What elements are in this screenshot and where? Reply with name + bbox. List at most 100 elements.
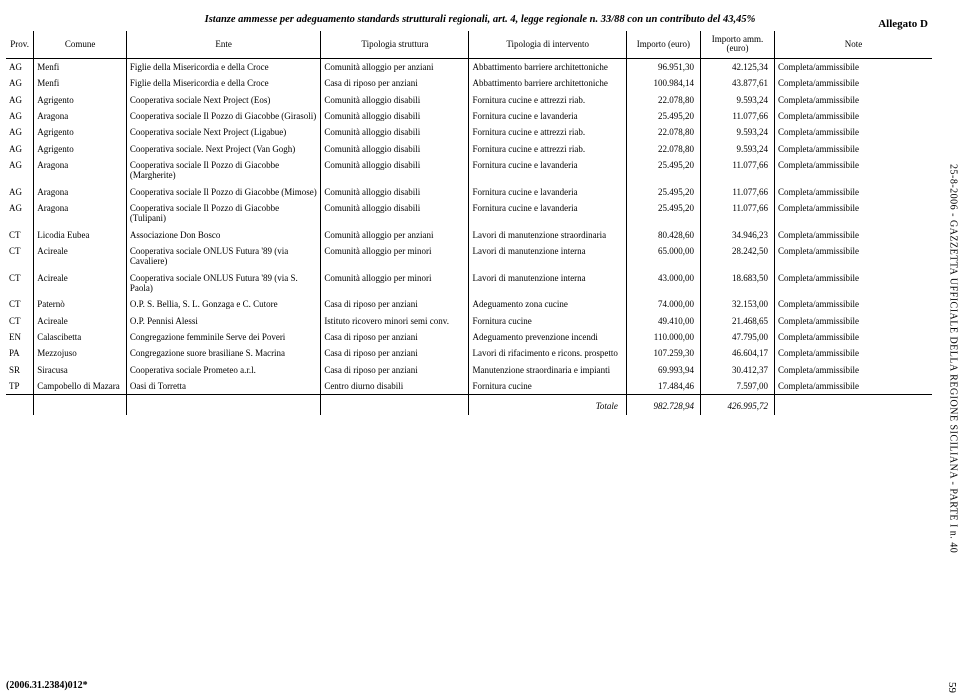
cell-prov: TP [6,378,34,395]
footer-code: (2006.31.2384)012* [6,680,88,691]
cell-imp2: 11.077,66 [700,200,774,227]
cell-imp1: 43.000,00 [626,270,700,297]
cell-strut: Comunità alloggio disabili [321,157,469,184]
cell-note: Completa/ammissibile [775,345,932,361]
cell-strut: Centro diurno disabili [321,378,469,395]
cell-note: Completa/ammissibile [775,124,932,140]
table-row: CTAcirealeCooperativa sociale ONLUS Futu… [6,243,932,270]
cell-note: Completa/ammissibile [775,200,932,227]
cell-ente: Cooperativa sociale Prometeo a.r.l. [126,362,320,378]
cell-imp2: 42.125,34 [700,58,774,75]
cell-ente: Cooperativa sociale ONLUS Futura '89 (vi… [126,243,320,270]
cell-note: Completa/ammissibile [775,184,932,200]
table-row: AGMenfiFiglie della Misericordia e della… [6,58,932,75]
cell-imp1: 22.078,80 [626,141,700,157]
cell-ente: O.P. Pennisi Alessi [126,313,320,329]
table-row: AGAragonaCooperativa sociale Il Pozzo di… [6,108,932,124]
table-row: AGAragonaCooperativa sociale Il Pozzo di… [6,200,932,227]
cell-prov: CT [6,270,34,297]
cell-prov: CT [6,227,34,243]
th-struttura: Tipologia struttura [321,31,469,58]
cell-imp1: 96.951,30 [626,58,700,75]
cell-imp2: 46.604,17 [700,345,774,361]
cell-comune: Agrigento [34,92,127,108]
th-prov: Prov. [6,31,34,58]
cell-prov: AG [6,108,34,124]
cell-strut: Casa di riposo per anziani [321,362,469,378]
cell-strut: Casa di riposo per anziani [321,296,469,312]
cell-imp1: 22.078,80 [626,124,700,140]
cell-imp1: 80.428,60 [626,227,700,243]
cell-prov: SR [6,362,34,378]
cell-interv: Manutenzione straordinaria e impianti [469,362,626,378]
cell-note: Completa/ammissibile [775,296,932,312]
cell-note: Completa/ammissibile [775,362,932,378]
cell-imp1: 22.078,80 [626,92,700,108]
cell-interv: Fornitura cucine e attrezzi riab. [469,92,626,108]
cell-strut: Comunità alloggio disabili [321,92,469,108]
cell-ente: Congregazione suore brasiliane S. Macrin… [126,345,320,361]
cell-interv: Fornitura cucine [469,378,626,395]
cell-comune: Siracusa [34,362,127,378]
cell-note: Completa/ammissibile [775,75,932,91]
cell-blank [126,395,320,415]
cell-imp2: 9.593,24 [700,92,774,108]
cell-strut: Comunità alloggio per minori [321,270,469,297]
cell-interv: Fornitura cucine e lavanderia [469,200,626,227]
table-row: AGAgrigentoCooperativa sociale Next Proj… [6,92,932,108]
cell-prov: CT [6,243,34,270]
cell-comune: Menfi [34,75,127,91]
th-ente: Ente [126,31,320,58]
cell-interv: Abbattimento barriere architettoniche [469,75,626,91]
table-row: AGAgrigentoCooperativa sociale Next Proj… [6,124,932,140]
cell-strut: Casa di riposo per anziani [321,75,469,91]
table-row: PAMezzojusoCongregazione suore brasilian… [6,345,932,361]
cell-comune: Paternò [34,296,127,312]
cell-interv: Abbattimento barriere architettoniche [469,58,626,75]
cell-interv: Fornitura cucine e lavanderia [469,108,626,124]
cell-ente: Cooperativa sociale. Next Project (Van G… [126,141,320,157]
cell-comune: Agrigento [34,124,127,140]
totale-label: Totale [469,395,626,415]
cell-comune: Aragona [34,184,127,200]
cell-comune: Calascibetta [34,329,127,345]
table-row: CTPaternòO.P. S. Bellia, S. L. Gonzaga e… [6,296,932,312]
cell-prov: AG [6,200,34,227]
th-intervento: Tipologia di intervento [469,31,626,58]
cell-imp1: 74.000,00 [626,296,700,312]
cell-prov: AG [6,141,34,157]
cell-comune: Menfi [34,58,127,75]
cell-imp1: 25.495,20 [626,108,700,124]
table-row: SRSiracusaCooperativa sociale Prometeo a… [6,362,932,378]
cell-strut: Comunità alloggio per minori [321,243,469,270]
cell-ente: Cooperativa sociale Il Pozzo di Giacobbe… [126,200,320,227]
side-gazette-text: 25-8-2006 - GAZZETTA UFFICIALE DELLA REG… [946,64,960,654]
cell-note: Completa/ammissibile [775,92,932,108]
table-row: CTAcirealeCooperativa sociale ONLUS Futu… [6,270,932,297]
cell-imp2: 30.412,37 [700,362,774,378]
cell-prov: AG [6,58,34,75]
cell-interv: Lavori di manutenzione interna [469,243,626,270]
cell-strut: Comunità alloggio disabili [321,200,469,227]
cell-comune: Aragona [34,157,127,184]
cell-imp2: 32.153,00 [700,296,774,312]
cell-imp2: 43.877,61 [700,75,774,91]
cell-note: Completa/ammissibile [775,108,932,124]
cell-blank [775,395,932,415]
cell-note: Completa/ammissibile [775,58,932,75]
th-importo-amm: Importo amm. (euro) [700,31,774,58]
cell-ente: Figlie della Misericordia e della Croce [126,75,320,91]
cell-ente: Cooperativa sociale Next Project (Eos) [126,92,320,108]
table-row: CTAcirealeO.P. Pennisi AlessiIstituto ri… [6,313,932,329]
cell-ente: Oasi di Torretta [126,378,320,395]
cell-prov: AG [6,124,34,140]
cell-interv: Fornitura cucine e attrezzi riab. [469,141,626,157]
allegato-label: Allegato D [878,18,928,30]
cell-interv: Fornitura cucine e attrezzi riab. [469,124,626,140]
cell-comune: Campobello di Mazara [34,378,127,395]
table-body: AGMenfiFiglie della Misericordia e della… [6,58,932,414]
cell-ente: Figlie della Misericordia e della Croce [126,58,320,75]
cell-comune: Agrigento [34,141,127,157]
cell-imp2: 11.077,66 [700,108,774,124]
cell-imp1: 25.495,20 [626,200,700,227]
